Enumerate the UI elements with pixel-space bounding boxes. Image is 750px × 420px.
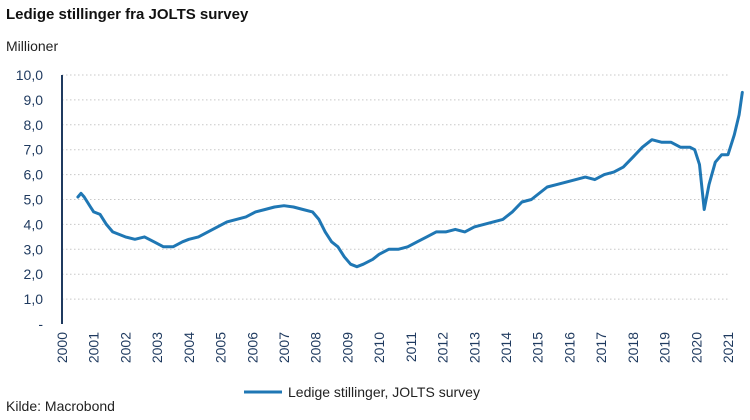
x-tick-label: 2011 (403, 332, 419, 362)
y-tick-label: 5,0 (24, 192, 44, 208)
x-tick-label: 2012 (435, 332, 451, 363)
y-axis-unit-label: Millioner (6, 38, 59, 54)
x-tick-label: 2008 (308, 332, 324, 363)
x-tick-label: 2021 (720, 332, 736, 363)
y-tick-label: 1,0 (24, 291, 44, 307)
gridlines (62, 74, 728, 300)
x-tick-label: 2019 (657, 332, 673, 363)
x-tick-label: 2017 (593, 332, 609, 363)
x-tick-label: 2003 (149, 332, 165, 363)
x-tick-label: 2004 (181, 332, 197, 363)
y-tick-label: 7,0 (24, 142, 44, 158)
y-tick-label: 6,0 (24, 167, 44, 183)
x-tick-label: 2007 (276, 332, 292, 363)
x-tick-label: 2018 (625, 332, 641, 363)
y-tick-label: 9,0 (24, 92, 44, 108)
y-tick-label: 3,0 (24, 241, 44, 257)
x-tick-label: 2016 (561, 332, 577, 363)
series-line-jolts (76, 90, 744, 269)
x-tick-label: 2001 (86, 332, 102, 363)
y-tick-label: 2,0 (24, 266, 44, 282)
legend: Ledige stillinger, JOLTS survey (244, 384, 480, 400)
x-tick-label: 2014 (498, 332, 514, 363)
y-tick-label: - (38, 316, 43, 332)
y-tick-label: 10,0 (16, 67, 43, 83)
x-tick-label: 2002 (117, 332, 133, 363)
x-tick-label: 2006 (244, 332, 260, 363)
x-tick-label: 2015 (530, 332, 546, 363)
x-tick-label: 2005 (213, 332, 229, 363)
x-tick-label: 2020 (688, 332, 704, 363)
chart-title: Ledige stillinger fra JOLTS survey (6, 6, 249, 23)
x-tick-label: 2000 (54, 332, 70, 363)
x-tick-label: 2009 (339, 332, 355, 363)
legend-label: Ledige stillinger, JOLTS survey (288, 384, 480, 400)
source-note: Kilde: Macrobond (6, 398, 115, 414)
x-axis-ticks: 2000 2001 2002 2003 2004 2005 2006 2007 2008 2009… (54, 332, 736, 363)
x-tick-label: 2010 (371, 332, 387, 363)
x-tick-label: 2013 (466, 332, 482, 363)
y-tick-label: 4,0 (24, 216, 44, 232)
y-tick-label: 8,0 (24, 117, 44, 133)
y-axis-ticks: - 1,0 2,0 3,0 4,0 5,0 6,0 7,0 8,0 9,0 10,0 (16, 67, 44, 332)
